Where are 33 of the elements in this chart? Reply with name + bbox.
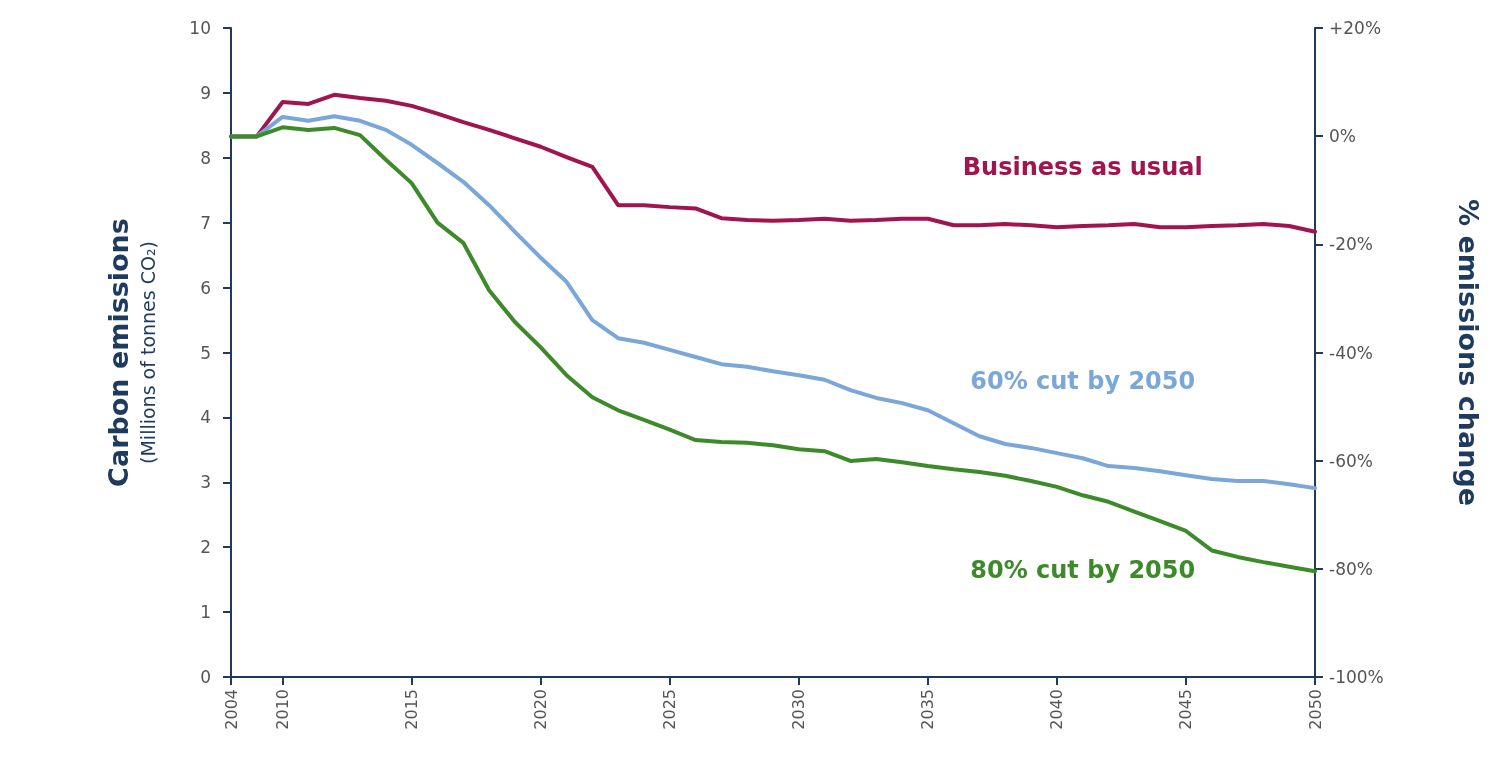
y-tick-label: 6 [200, 277, 211, 298]
x-tick-label: 2045 [1176, 689, 1196, 730]
series-label: Business as usual [962, 152, 1203, 181]
y-tick-label: 8 [200, 147, 211, 168]
x-tick-label: 2035 [918, 689, 938, 730]
y2-tick-label: -40% [1329, 342, 1373, 363]
series-label: 80% cut by 2050 [970, 556, 1196, 585]
y-tick-label: 1 [200, 602, 211, 623]
x-tick-label: 2040 [1047, 689, 1067, 730]
x-tick-label: 2010 [273, 689, 293, 730]
x-tick-label: 2015 [402, 689, 422, 730]
x-tick-label: 2004 [221, 689, 241, 730]
y-tick-label: 10 [189, 18, 211, 38]
y2-tick-label: -80% [1329, 558, 1373, 579]
series-label: 60% cut by 2050 [970, 367, 1196, 396]
x-tick-label: 2030 [789, 689, 809, 730]
y2-tick-label: +20% [1329, 18, 1382, 38]
y2-tick-label: -100% [1329, 667, 1384, 687]
x-tick-label: 2050 [1305, 689, 1325, 730]
y2-tick-label: -20% [1329, 234, 1373, 255]
y-tick-label: 7 [200, 212, 211, 233]
x-tick-label: 2025 [660, 689, 680, 730]
y2-tick-label: -60% [1329, 450, 1373, 471]
x-tick-label: 2020 [531, 689, 551, 730]
y-tick-label: 3 [200, 472, 211, 493]
y2-axis-title: % emissions change [1453, 198, 1484, 507]
y-tick-label: 0 [200, 667, 211, 687]
y-tick-label: 2 [200, 537, 211, 558]
y-axis-title: Carbon emissions (Millions of tonnes CO₂) [102, 218, 159, 487]
y-tick-label: 5 [200, 342, 211, 363]
y-tick-label: 9 [200, 82, 211, 103]
y2-tick-label: 0% [1329, 126, 1356, 147]
y-tick-label: 4 [200, 407, 211, 428]
